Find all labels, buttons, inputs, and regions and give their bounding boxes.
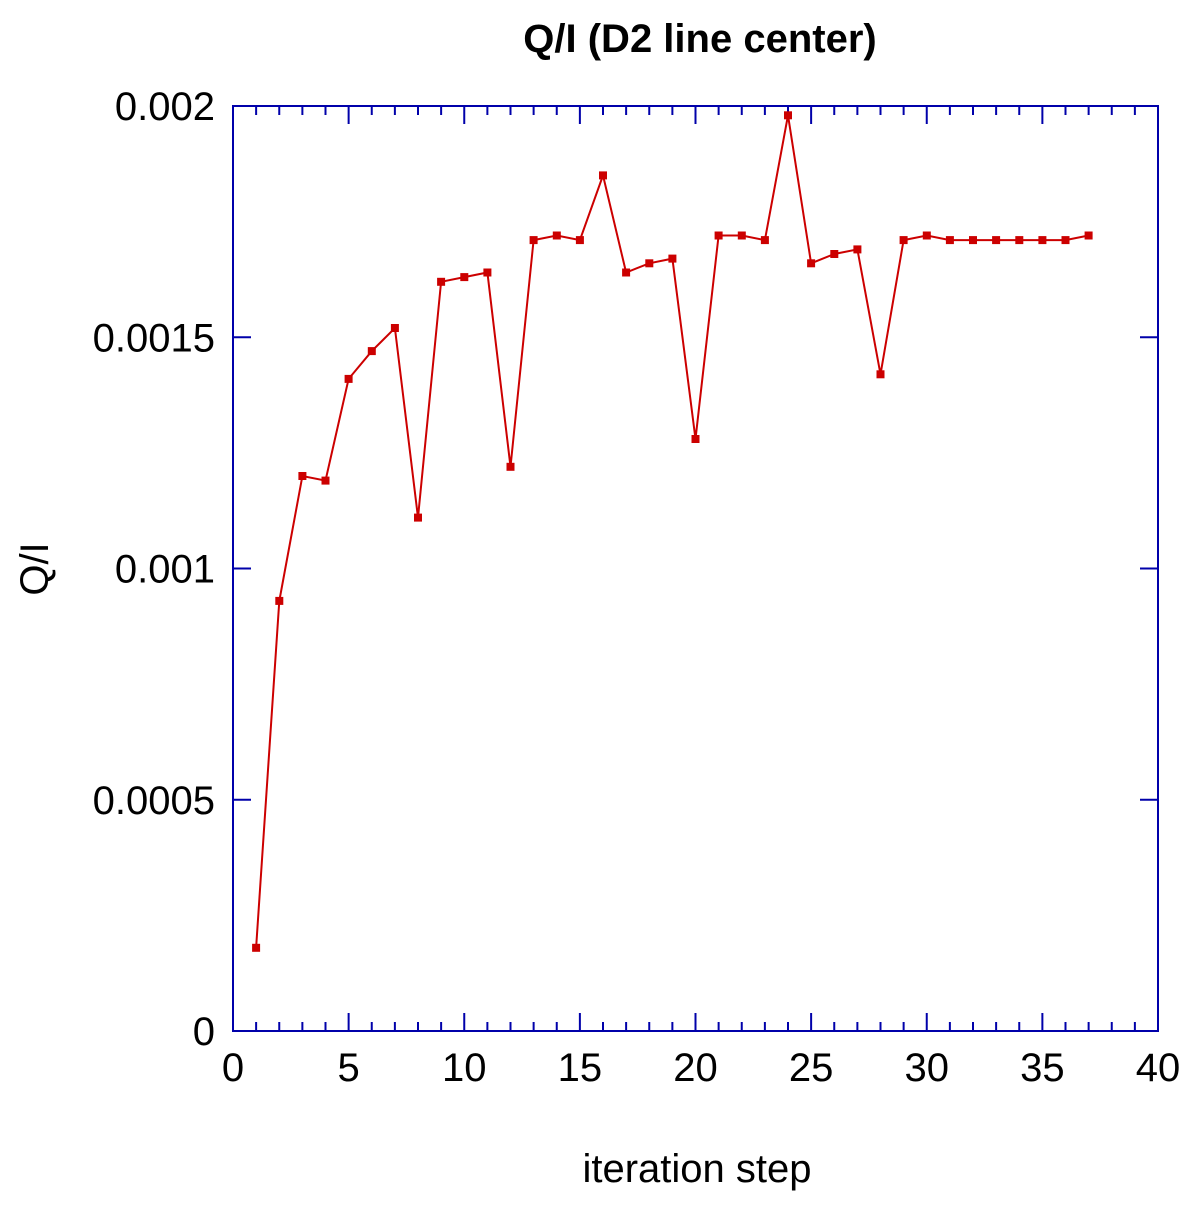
data-point (876, 370, 885, 379)
x-axis-label: iteration step (582, 1147, 811, 1191)
x-tick-label: 5 (338, 1046, 360, 1090)
series-line (255, 115, 1089, 948)
data-point (483, 268, 492, 277)
x-tick-label: 15 (558, 1046, 603, 1090)
data-point (645, 259, 654, 268)
data-point (321, 476, 330, 485)
x-tick-label: 20 (673, 1046, 718, 1090)
data-point (575, 236, 584, 245)
x-tick-label: 40 (1136, 1046, 1181, 1090)
tick-labels: 0 5 10 15 20 25 30 35 40 0 0.0005 0.001 0.0015 0.002 (93, 85, 1181, 1090)
y-tick-label: 0 (193, 1010, 215, 1054)
data-point (437, 277, 446, 286)
plot-frame (232, 105, 1159, 1032)
y-axis-label: Q/I (13, 542, 57, 595)
data-point (599, 171, 607, 180)
x-tick-label: 0 (222, 1046, 244, 1090)
data-point (1015, 236, 1024, 245)
data-point (807, 259, 816, 268)
data-point (668, 254, 677, 263)
axis-ticks (232, 105, 1159, 1032)
chart-title: Q/I (D2 line center) (523, 17, 876, 61)
data-point (737, 231, 746, 240)
y-tick-label: 0.0005 (93, 779, 215, 823)
data-point (922, 231, 931, 240)
data-point (853, 245, 862, 254)
data-point (691, 435, 700, 443)
y-tick-label: 0.001 (115, 548, 215, 592)
data-point (506, 462, 515, 471)
data-point (945, 236, 954, 245)
data-point (367, 347, 376, 356)
data-point (622, 268, 631, 277)
series-layer (252, 111, 1093, 952)
data-point (1084, 231, 1093, 240)
data-point (344, 374, 353, 383)
data-point (760, 236, 769, 245)
data-point (830, 250, 839, 258)
data-point (969, 236, 977, 245)
data-point (899, 236, 908, 245)
data-point (390, 324, 399, 332)
data-point (552, 231, 561, 240)
data-point (275, 596, 284, 605)
data-point (252, 943, 261, 952)
data-point (1061, 236, 1070, 245)
x-tick-label: 30 (905, 1046, 950, 1090)
data-point (529, 236, 538, 245)
x-tick-label: 35 (1020, 1046, 1065, 1090)
data-point (1038, 236, 1047, 245)
x-tick-label: 10 (442, 1046, 487, 1090)
y-tick-label: 0.0015 (93, 316, 215, 360)
data-point (992, 236, 1001, 245)
data-point (298, 472, 307, 480)
x-tick-label: 25 (789, 1046, 834, 1090)
data-point (414, 513, 422, 522)
data-point (714, 231, 723, 240)
y-tick-label: 0.002 (115, 85, 215, 129)
data-point (460, 273, 469, 282)
data-point (784, 111, 792, 120)
